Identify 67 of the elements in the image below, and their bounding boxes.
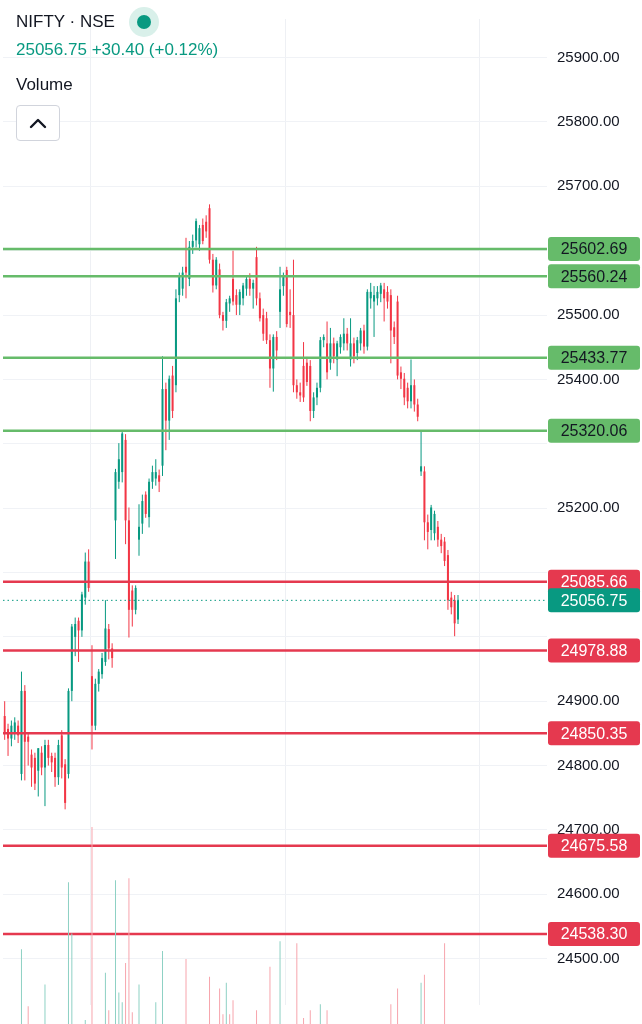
candlestick bbox=[420, 430, 423, 477]
candlestick bbox=[225, 298, 228, 329]
candlestick bbox=[409, 358, 413, 409]
candlestick bbox=[299, 382, 302, 403]
ref-line-label: 24850.35 bbox=[560, 724, 628, 742]
candlestick bbox=[406, 382, 409, 409]
candlestick bbox=[436, 520, 439, 548]
candlestick bbox=[359, 327, 362, 351]
y-tick-label: 25700.00 bbox=[557, 176, 620, 194]
candlestick bbox=[352, 337, 355, 364]
candlestick bbox=[379, 282, 382, 303]
candlestick bbox=[346, 327, 349, 351]
candlestick bbox=[54, 752, 57, 788]
candlestick bbox=[413, 378, 416, 413]
ref-line-label: 24538.30 bbox=[560, 925, 628, 943]
candlestick bbox=[195, 218, 198, 248]
candlestick bbox=[248, 272, 251, 297]
candlestick bbox=[47, 739, 50, 767]
candlestick bbox=[416, 398, 419, 422]
ref-line-label: 25085.66 bbox=[560, 573, 628, 591]
ref-line-label: 25433.77 bbox=[560, 349, 628, 367]
candlestick bbox=[90, 644, 93, 750]
candlestick bbox=[158, 469, 161, 493]
y-tick-label: 24900.00 bbox=[557, 691, 620, 709]
candlestick bbox=[430, 504, 433, 541]
y-tick-label: 24800.00 bbox=[557, 755, 620, 773]
candlestick bbox=[37, 747, 40, 797]
y-tick-label: 25800.00 bbox=[557, 112, 620, 130]
candlestick bbox=[275, 330, 278, 361]
candlestick bbox=[77, 617, 80, 663]
text: 25056.75 +30.40 (+0.12%) bbox=[16, 40, 219, 60]
candlestick bbox=[144, 490, 147, 519]
y-tick-label: 24500.00 bbox=[557, 948, 620, 966]
candlestick bbox=[383, 282, 386, 322]
ref-line-label: 25056.75 bbox=[560, 591, 628, 609]
ref-line-label: 25560.24 bbox=[560, 267, 628, 285]
candlestick bbox=[232, 250, 235, 306]
chart-title: Volume bbox=[16, 75, 73, 95]
y-tick-label: 24600.00 bbox=[557, 884, 620, 902]
candlestick bbox=[43, 739, 46, 807]
candlestick bbox=[13, 716, 16, 741]
candlestick bbox=[342, 317, 345, 351]
y-tick-label: 24700.00 bbox=[557, 820, 620, 838]
candlestick bbox=[252, 279, 255, 310]
candlestick bbox=[373, 285, 376, 338]
ref-line-label: 24978.88 bbox=[560, 641, 628, 659]
candlestick bbox=[426, 514, 429, 550]
candlestick bbox=[279, 266, 282, 329]
candlestick bbox=[242, 282, 245, 306]
candlestick bbox=[154, 458, 157, 487]
candlestick bbox=[137, 503, 141, 557]
candlestick bbox=[332, 337, 335, 364]
y-tick-label: 25200.00 bbox=[557, 498, 620, 516]
ref-line-label: 24675.58 bbox=[560, 837, 628, 855]
ref-line-label: 25320.06 bbox=[560, 422, 628, 440]
candlestick bbox=[201, 218, 204, 245]
chart-title: NIFTY · NSE bbox=[16, 12, 115, 32]
y-tick-label: 25400.00 bbox=[557, 369, 620, 387]
y-tick-label: 25500.00 bbox=[557, 305, 620, 323]
candlestick bbox=[356, 336, 359, 361]
candlestick bbox=[30, 748, 33, 788]
candlestick bbox=[205, 214, 208, 239]
candlestick bbox=[40, 745, 43, 776]
candlestick bbox=[295, 378, 298, 400]
candlestick bbox=[453, 594, 456, 637]
ref-line-label: 25602.69 bbox=[560, 240, 628, 258]
y-tick-label: 25900.00 bbox=[557, 47, 620, 65]
